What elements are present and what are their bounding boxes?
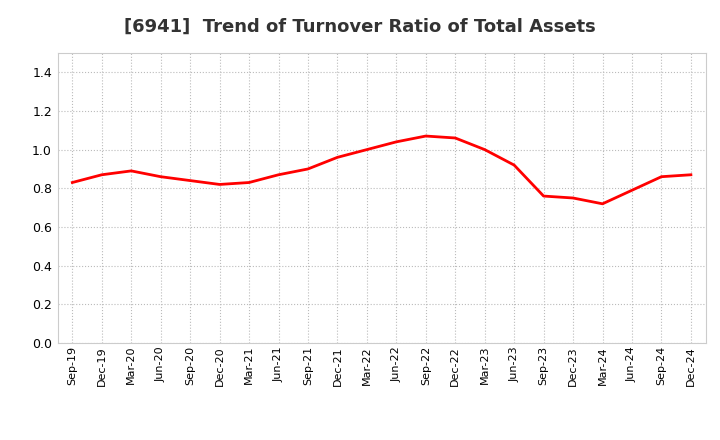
- Text: [6941]  Trend of Turnover Ratio of Total Assets: [6941] Trend of Turnover Ratio of Total …: [124, 18, 596, 36]
